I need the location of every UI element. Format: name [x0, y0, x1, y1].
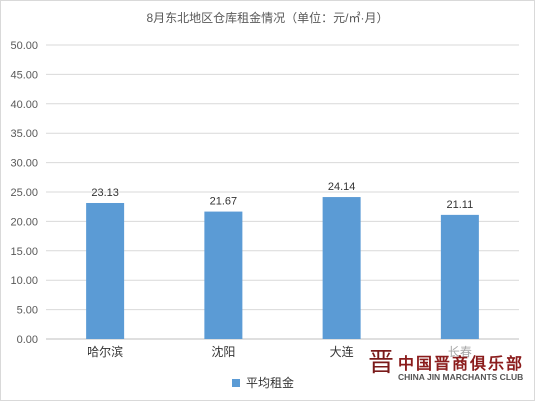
y-tick-label: 40.00	[10, 99, 38, 111]
data-label: 21.67	[210, 196, 238, 208]
y-tick-label: 50.00	[10, 40, 38, 52]
bar	[204, 211, 243, 339]
x-tick-label: 大连	[330, 344, 354, 359]
bar	[440, 214, 479, 339]
x-tick-label: 长春	[448, 345, 472, 359]
x-tick-label: 哈尔滨	[87, 344, 123, 359]
x-tick-label: 沈阳	[211, 344, 235, 359]
bar	[86, 202, 125, 339]
y-tick-label: 30.00	[10, 158, 38, 170]
chart-title: 8月东北地区仓库租金情况（单位：元/㎡·月）	[146, 11, 389, 25]
data-label: 23.13	[91, 187, 119, 199]
legend: 平均租金	[232, 374, 294, 391]
data-label: 24.14	[328, 181, 356, 193]
y-tick-label: 10.00	[10, 275, 38, 287]
data-label: 21.11	[447, 199, 474, 211]
y-tick-label: 0.00	[17, 334, 38, 346]
watermark: 晋 中国晋商俱乐部 CHINA JIN MARCHANTS CLUB	[368, 346, 528, 386]
bar	[322, 197, 361, 339]
y-tick-label: 45.00	[10, 69, 38, 81]
y-tick-label: 15.00	[10, 246, 38, 258]
y-tick-label: 5.00	[17, 305, 38, 317]
legend-swatch	[232, 378, 240, 387]
y-tick-label: 25.00	[10, 187, 38, 199]
legend-label: 平均租金	[246, 376, 295, 390]
watermark-english-text: CHINA JIN MARCHANTS CLUB	[398, 372, 524, 382]
watermark-chinese-text: 中国晋商俱乐部	[398, 354, 525, 373]
y-tick-label: 20.00	[10, 216, 38, 228]
y-tick-label: 35.00	[10, 128, 38, 140]
watermark-logo: 晋	[368, 348, 395, 378]
